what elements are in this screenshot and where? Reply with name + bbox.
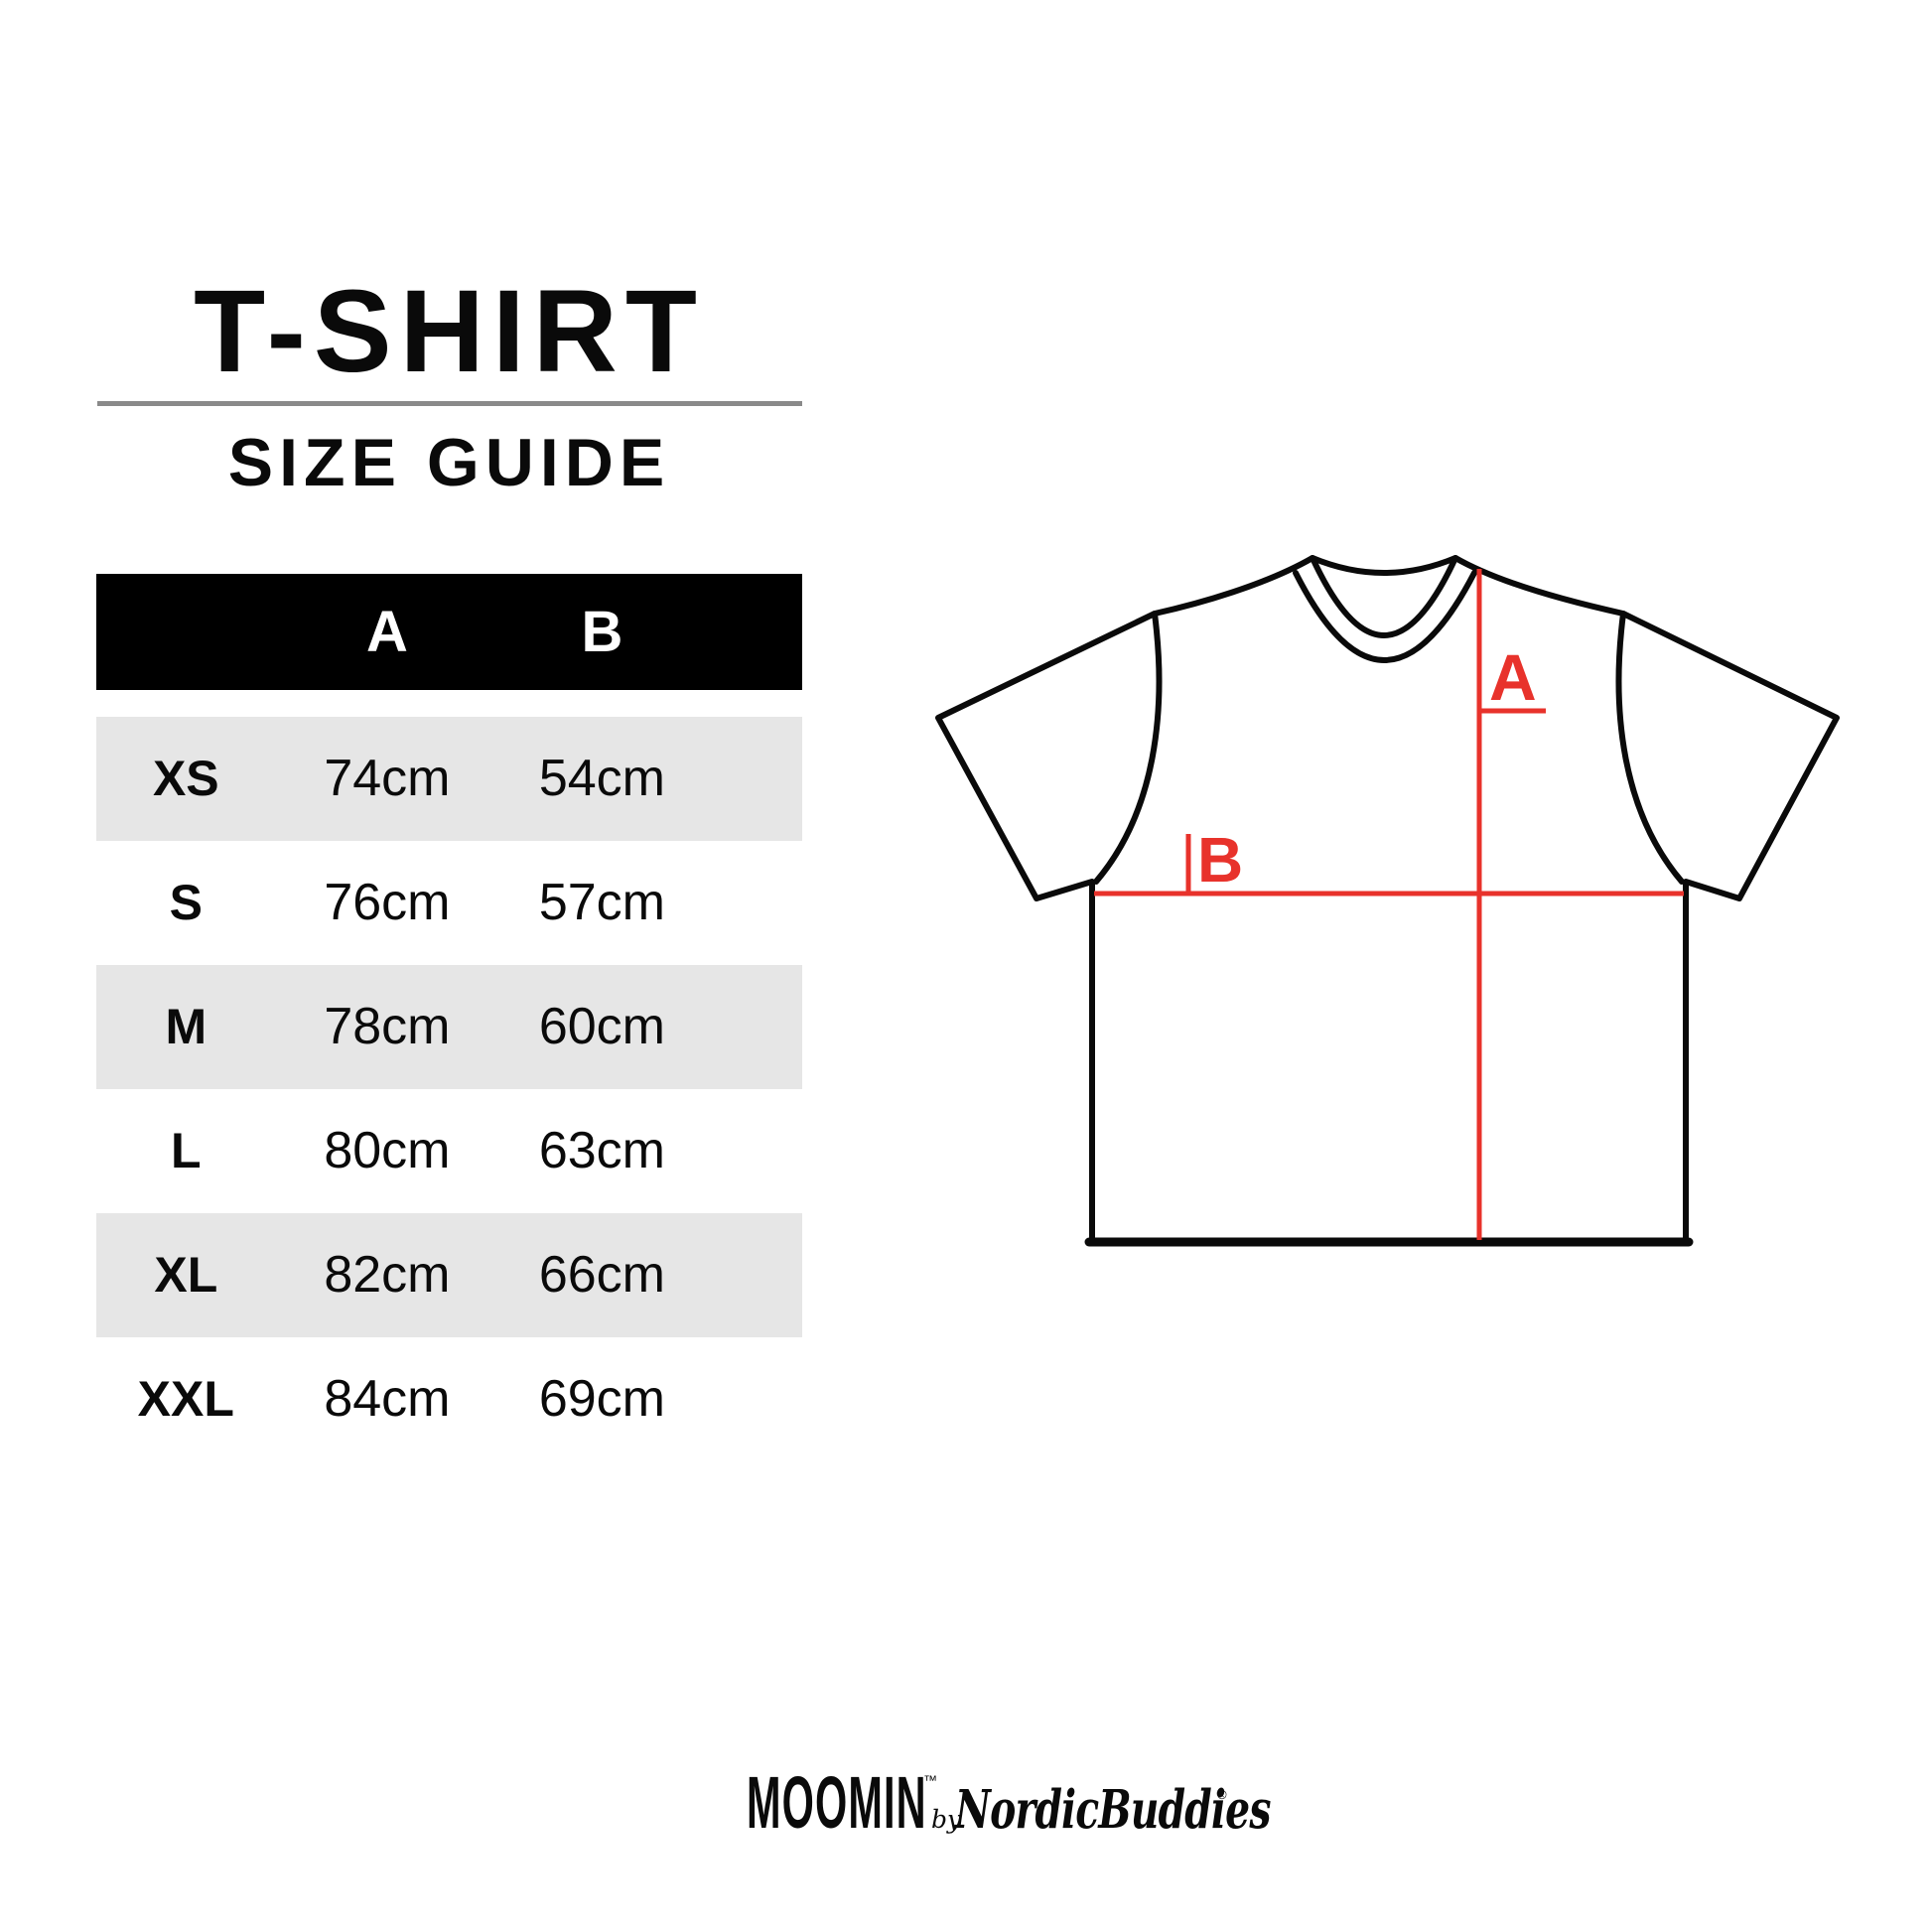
moomin-logo: MOOMIN [747,1761,927,1844]
measure-label-b: B [1197,824,1243,896]
collar-band-inner [1310,555,1458,638]
measure-a-value: 76cm [324,874,451,931]
size-label: M [165,999,207,1054]
moomin-trademark: ™ [923,1772,937,1788]
measure-a-value: 82cm [324,1246,451,1304]
title-divider [97,401,802,406]
measure-b-value: 63cm [538,1122,665,1179]
measure-a-value: 84cm [324,1370,451,1428]
nordicbuddies-logo: NordicBuddies [955,1779,1271,1841]
table-row-m: M 78cm 60cm [96,965,802,1089]
measure-b-value: 60cm [538,998,665,1055]
armhole-seam-right [1615,611,1685,885]
brand-by-text: by [931,1805,962,1834]
size-label: XS [152,751,219,806]
table-row-xxl: XXL 84cm 69cm [96,1337,802,1461]
size-label: L [171,1123,202,1178]
measure-b-value: 69cm [538,1370,665,1428]
measure-a-value: 80cm [324,1122,451,1179]
measure-b-value: 66cm [538,1246,665,1304]
size-table-header: A B [96,574,802,690]
armhole-seam-left [1093,611,1163,885]
column-header-a: A [365,600,408,664]
size-table: XS 74cm 54cm S 76cm 57cm M 78cm 60cm L 8… [96,717,802,1461]
size-label: XXL [137,1371,234,1427]
table-row-xl: XL 82cm 66cm [96,1213,802,1337]
table-row-s: S 76cm 57cm [96,841,802,965]
measure-label-a: A [1489,640,1537,714]
column-header-b: B [581,600,623,664]
tshirt-outline [935,555,1840,1245]
measure-a-value: 78cm [324,998,451,1055]
measure-b-value: 54cm [538,750,665,807]
size-label: XL [154,1247,218,1303]
measure-a-value: 74cm [324,750,451,807]
collar-band-outer [1293,570,1477,663]
page-title: T-SHIRT [194,266,705,397]
table-row-xs: XS 74cm 54cm [96,717,802,841]
table-row-l: L 80cm 63cm [96,1089,802,1213]
size-label: S [169,875,203,930]
page-subtitle: SIZE GUIDE [227,425,671,500]
nordicbuddies-trademark: ® [1217,1787,1227,1802]
measure-b-value: 57cm [538,874,665,931]
